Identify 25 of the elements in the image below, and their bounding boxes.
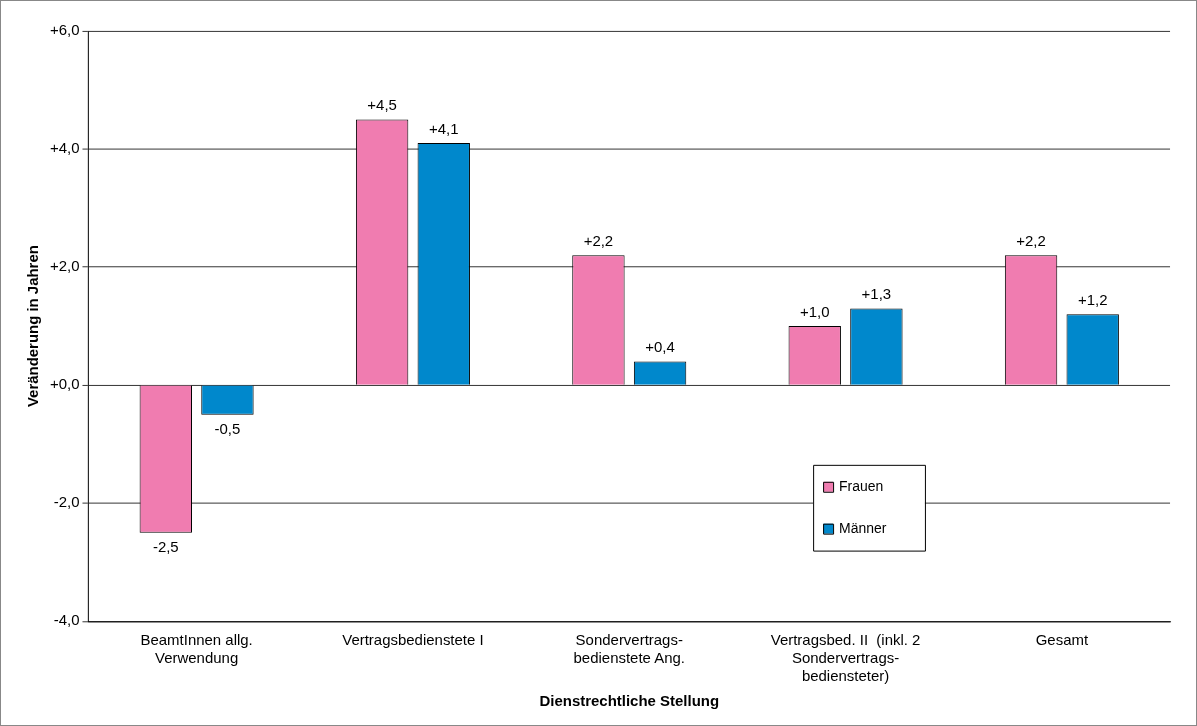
legend-label: Männer bbox=[839, 519, 887, 536]
x-axis-title: Dienstrechtliche Stellung bbox=[539, 692, 720, 710]
data-label: +1,2 bbox=[1077, 290, 1108, 308]
data-label: -0,5 bbox=[214, 420, 241, 438]
y-tick-label: +0,0 bbox=[49, 375, 80, 393]
data-label: +4,5 bbox=[367, 96, 397, 114]
y-tick-label: +2,0 bbox=[49, 257, 80, 275]
y-tick-label: +4,0 bbox=[49, 139, 80, 157]
y-axis-title: Veränderung in Jahren bbox=[24, 245, 42, 408]
y-tick-label: -4,0 bbox=[53, 611, 80, 629]
data-label: +2,2 bbox=[583, 231, 614, 249]
x-tick-label: BeamtInnen allg. Verwendung bbox=[140, 631, 253, 667]
x-tick-label: Vertragsbedienstete I bbox=[342, 631, 484, 649]
x-tick-label: Vertragsbed. II (inkl. 2 Sondervertrags- bediensteter) bbox=[770, 631, 921, 685]
data-label: +1,0 bbox=[799, 302, 830, 320]
data-label: +0,4 bbox=[645, 338, 675, 356]
data-label: +2,2 bbox=[1016, 231, 1046, 249]
data-label: +4,1 bbox=[428, 119, 459, 137]
x-tick-label: Gesamt bbox=[1035, 631, 1089, 649]
y-tick-label: -2,0 bbox=[53, 493, 80, 511]
data-label: -2,5 bbox=[152, 538, 179, 556]
legend-label: Frauen bbox=[839, 477, 884, 494]
y-tick-label: +6,0 bbox=[49, 21, 80, 39]
x-tick-label: Sondervertrags- bedienstete Ang. bbox=[573, 631, 685, 667]
data-label: +1,3 bbox=[861, 285, 892, 303]
